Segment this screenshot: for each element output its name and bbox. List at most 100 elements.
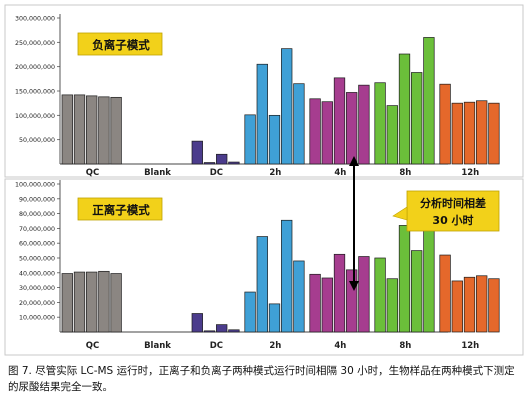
bar-dc [203,162,216,165]
bar-12h [488,278,500,333]
bar-12h [451,102,463,165]
bar-2h [244,114,256,165]
bar-qc [110,96,122,165]
category-label-qc: QC [86,168,99,178]
bar-2h [256,63,268,165]
category-label-2h: 2h [269,341,281,351]
bar-dc [228,161,240,165]
bar-2h [293,83,305,165]
bar-12h [439,83,451,165]
category-label-qc: QC [86,341,99,351]
bar-2h [268,114,281,165]
arrow-head-up [349,156,359,166]
y-tick-label: 10,000,000 [19,315,55,322]
bar-qc [86,271,98,333]
y-tick-label: 100,000,000 [15,113,55,120]
category-label-8h: 8h [399,168,411,178]
y-tick-label: 250,000,000 [15,40,55,47]
category-label-dc: DC [210,341,223,351]
bar-4h [309,98,321,165]
bar-dc [191,313,203,333]
bar-8h [386,105,398,165]
bar-12h [476,100,488,165]
y-tick-label: 300,000,000 [15,16,55,23]
y-tick-label: 20,000,000 [19,300,55,307]
bar-8h [398,225,411,333]
bar-12h [439,254,451,333]
bar-8h [386,278,398,333]
bar-4h [333,77,346,165]
bar-2h [256,236,268,333]
bar-2h [281,48,293,165]
y-tick-label: 50,000,000 [19,256,55,263]
bar-4h [333,253,346,333]
bar-12h [463,276,476,333]
bar-4h [346,92,358,165]
category-label-blank: Blank [144,341,171,351]
bar-8h [423,37,435,165]
bar-qc [61,94,73,165]
bar-2h [244,291,256,333]
bar-4h [358,84,370,165]
bar-12h [463,101,476,165]
bar-4h [321,101,333,165]
bar-dc [216,153,228,165]
bar-2h [268,303,281,333]
category-label-8h: 8h [399,341,411,351]
chart-title: 负离子模式 [92,38,150,52]
chart-title: 正离子模式 [92,203,150,217]
y-tick-label: 50,000,000 [19,137,55,144]
bar-qc [73,94,86,165]
arrow-head-down [349,281,359,291]
category-label-blank: Blank [144,168,171,178]
bar-2h [293,260,305,333]
bar-8h [374,82,386,165]
bar-dc [216,324,228,333]
y-tick-label: 200,000,000 [15,64,55,71]
category-label-12h: 12h [461,341,479,351]
annotation-box [406,190,500,232]
bar-4h [346,269,358,333]
category-label-dc: DC [210,168,223,178]
bar-4h [358,256,370,333]
bar-dc [228,329,240,333]
bar-qc [98,270,110,333]
annotation-line-1: 分析时间相差 [420,196,486,210]
y-tick-label: 90,000,000 [19,196,55,203]
y-tick-label: 80,000,000 [19,211,55,218]
bar-12h [488,102,500,165]
category-label-2h: 2h [269,168,281,178]
category-label-4h: 4h [334,168,346,178]
y-tick-label: 40,000,000 [19,270,55,277]
bar-4h [309,273,321,333]
bar-12h [476,275,488,333]
y-tick-label: 70,000,000 [19,226,55,233]
category-label-4h: 4h [334,341,346,351]
chart-title-box [77,32,163,56]
y-tick-label: 100,000,000 [15,182,55,189]
y-tick-label: 30,000,000 [19,285,55,292]
bar-dc [203,330,216,333]
bar-qc [110,273,122,333]
bar-8h [398,53,411,165]
bar-dc [191,140,203,165]
chart-title-box [77,197,163,221]
bar-2h [281,219,293,333]
y-tick-label: 60,000,000 [19,241,55,248]
category-label-12h: 12h [461,168,479,178]
figure-caption: 图 7. 尽管实际 LC-MS 运行时，正离子和负离子两种模式运行时间相隔 30… [8,365,515,393]
bar-12h [451,280,463,333]
bar-8h [374,257,386,333]
bar-qc [61,273,73,333]
bar-4h [321,277,333,333]
annotation-line-2: 30 小时 [432,213,473,227]
bar-qc [73,271,86,333]
y-tick-label: 150,000,000 [15,89,55,96]
bar-8h [411,72,423,165]
bar-qc [86,95,98,165]
bar-8h [411,250,423,333]
annotation-pointer [392,206,408,221]
bar-qc [98,96,110,165]
